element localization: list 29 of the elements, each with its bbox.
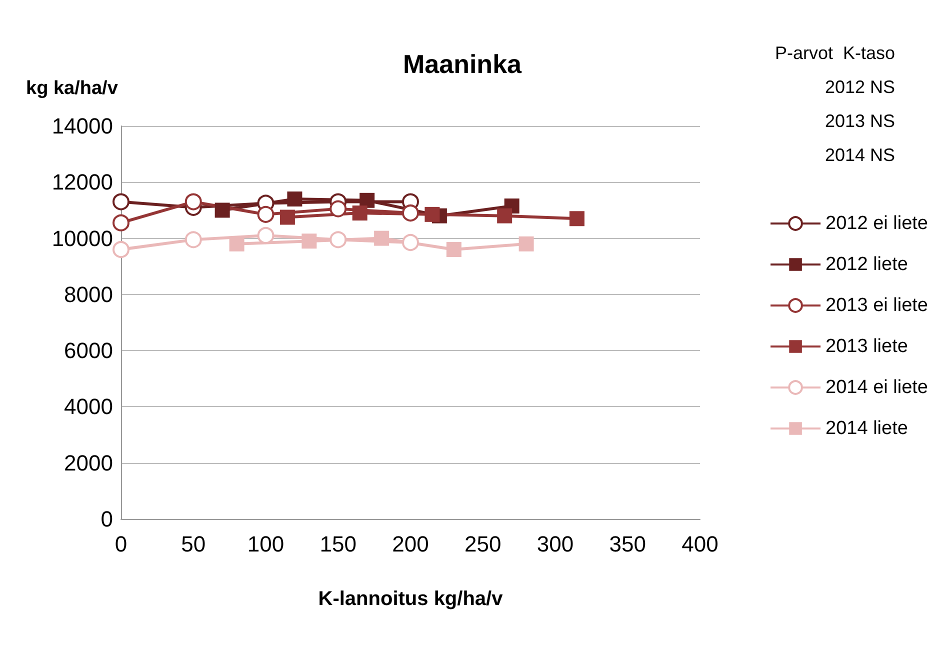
- y-tick-label: 2000: [64, 450, 113, 476]
- y-tick-label: 0: [100, 506, 113, 532]
- x-axis-title: K-lannoitus kg/ha/v: [318, 588, 504, 610]
- x-tick-label: 400: [682, 532, 718, 556]
- y-tick-label: 14000: [52, 114, 113, 138]
- legend-label: 2014 liete: [826, 418, 908, 439]
- x-tick-label: 200: [392, 532, 429, 556]
- x-tick-label: 50: [181, 532, 206, 556]
- x-tick-label: 300: [536, 532, 574, 556]
- y-tick-label: 4000: [64, 394, 113, 420]
- y-tick-label: 12000: [52, 170, 113, 195]
- chart-title: Maaninka: [403, 49, 522, 79]
- y-tick-label: 8000: [64, 282, 113, 307]
- text: 2013 NS: [824, 111, 896, 131]
- y-tick-label: 10000: [52, 226, 113, 251]
- text: 2012 NS: [824, 77, 896, 97]
- x-tick-label: 250: [464, 532, 502, 556]
- legend-label: 2013 ei liete: [826, 295, 928, 316]
- x-tick-label: 100: [247, 532, 284, 556]
- y-axis-title: kg ka/ha/v: [26, 78, 118, 99]
- legend-label: 2012 ei liete: [826, 213, 928, 234]
- legend-label: 2014 ei liete: [826, 377, 928, 398]
- y-tick-label: 6000: [64, 338, 113, 364]
- x-tick-label: 350: [609, 532, 646, 556]
- legend-label: 2013 liete: [826, 336, 908, 357]
- x-tick-label: 150: [320, 532, 356, 556]
- legend-label: 2012 liete: [826, 254, 908, 275]
- text: P-arvot K-taso: [774, 43, 896, 63]
- text: 2014 NS: [824, 145, 896, 165]
